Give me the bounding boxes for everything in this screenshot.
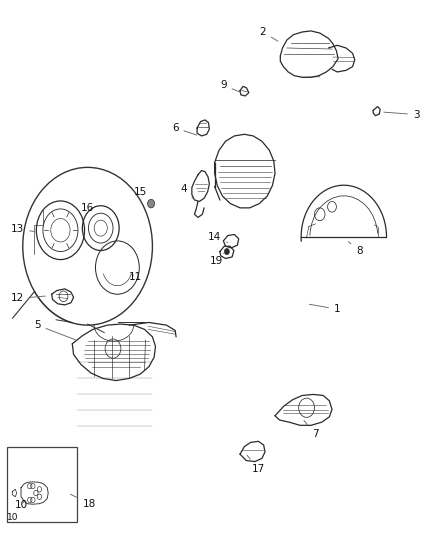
Text: 15: 15 xyxy=(134,187,149,203)
Text: 10: 10 xyxy=(14,500,28,510)
Text: 19: 19 xyxy=(210,253,223,266)
Text: 17: 17 xyxy=(247,455,265,474)
Text: 18: 18 xyxy=(71,494,96,508)
Text: 10: 10 xyxy=(7,513,19,521)
Text: 13: 13 xyxy=(11,224,35,234)
Text: 14: 14 xyxy=(208,232,228,243)
Text: 16: 16 xyxy=(81,203,94,216)
Text: 3: 3 xyxy=(384,110,420,119)
Text: 1: 1 xyxy=(309,304,341,314)
Text: 8: 8 xyxy=(348,241,363,255)
Text: 11: 11 xyxy=(129,272,142,282)
Text: 4: 4 xyxy=(180,184,195,200)
Text: 7: 7 xyxy=(304,421,319,439)
Text: 12: 12 xyxy=(11,294,46,303)
Text: 2: 2 xyxy=(259,27,278,41)
Circle shape xyxy=(224,248,230,255)
Circle shape xyxy=(148,199,155,208)
Text: 5: 5 xyxy=(34,320,76,340)
Text: 6: 6 xyxy=(172,123,197,135)
Text: 9: 9 xyxy=(220,80,240,92)
